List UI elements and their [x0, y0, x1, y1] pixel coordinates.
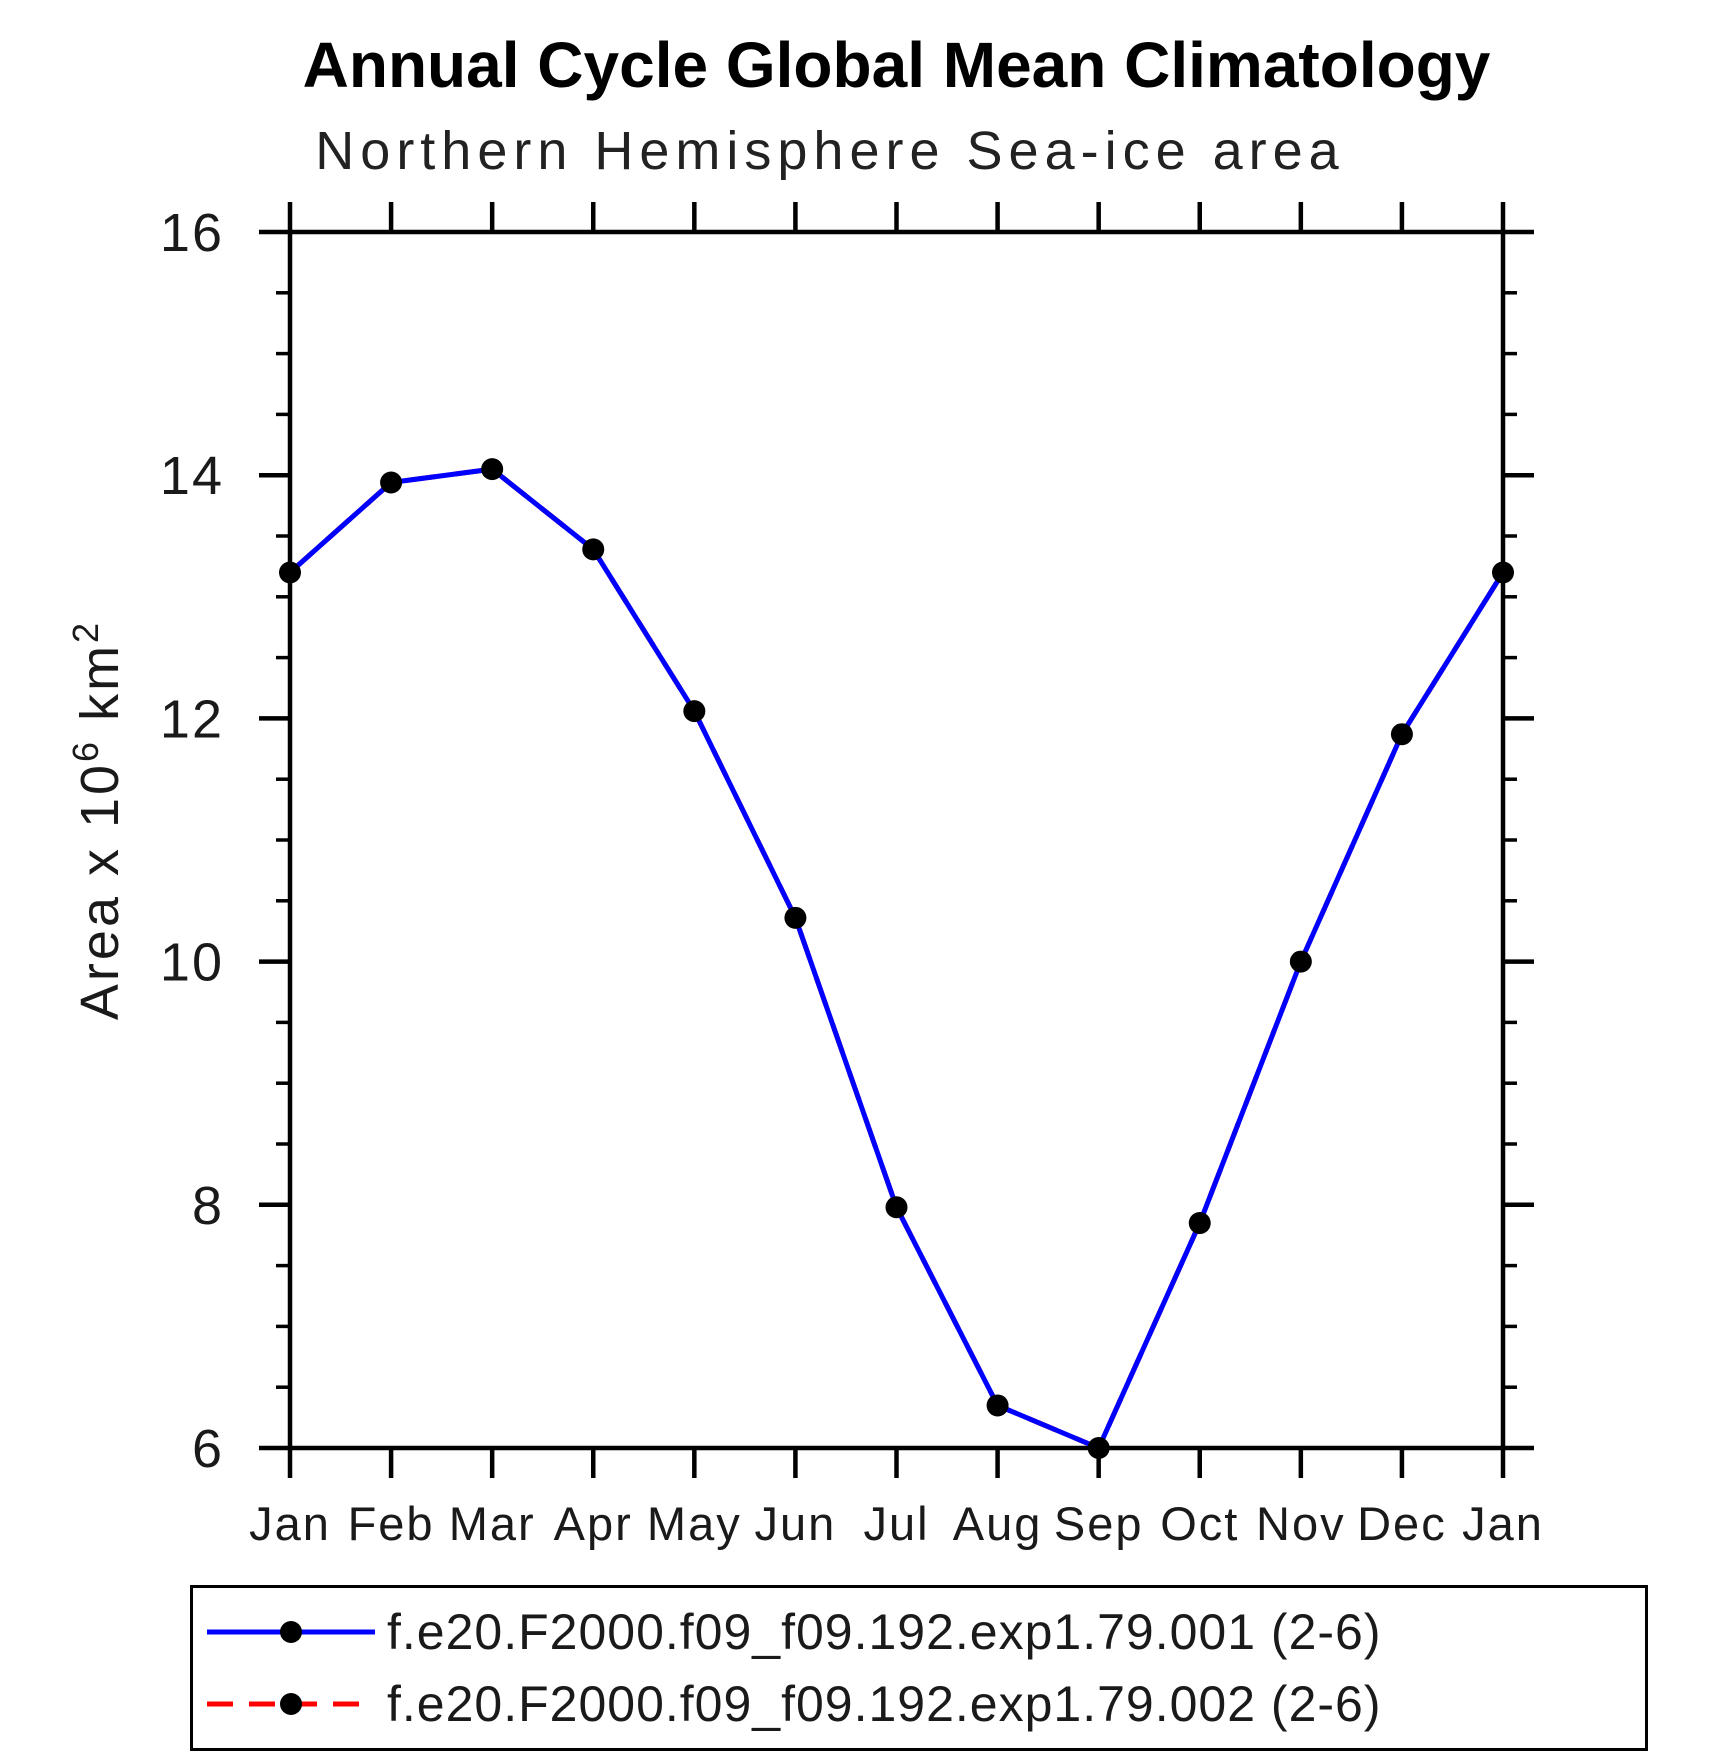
x-axis-tick-label: Apr [554, 1497, 633, 1550]
y-axis-tick-label: 16 [160, 203, 224, 263]
y-axis-tick-label: 8 [192, 1176, 224, 1236]
legend-item-series-2: f.e20.F2000.f09_f09.192.exp1.79.002 (2-6… [193, 1676, 1645, 1732]
x-axis-tick-label: Jun [755, 1497, 837, 1550]
x-axis-tick-label: Mar [449, 1497, 536, 1550]
data-line-series-1 [288, 466, 1506, 1451]
legend-item-series-1: f.e20.F2000.f09_f09.192.exp1.79.001 (2-6… [193, 1604, 1645, 1660]
x-axis-tick-label: Nov [1256, 1497, 1346, 1550]
data-point-mar-2 [481, 458, 504, 481]
plot-frame [287, 229, 1506, 1451]
y-axis-title: Area x 106 km2 [65, 620, 130, 1020]
data-point-oct-9 [1188, 1212, 1211, 1235]
chart-subtitle: Northern Hemisphere Sea-ice area [315, 121, 1345, 181]
y-axis-tick-label: 6 [192, 1419, 224, 1479]
y-axis-tick-label: 14 [160, 446, 224, 506]
legend-sample-dashed-line-icon [207, 1693, 375, 1715]
x-axis-tick-label: Jan [249, 1497, 331, 1550]
data-line-series-2 [288, 466, 1506, 1451]
data-point-jun-5 [784, 906, 807, 929]
data-point-sep-8 [1087, 1437, 1110, 1459]
data-point-dec-11 [1390, 723, 1413, 746]
data-point-nov-10 [1289, 950, 1312, 973]
data-point-jul-6 [885, 1196, 908, 1219]
legend-label-series-2: f.e20.F2000.f09_f09.192.exp1.79.002 (2-6… [387, 1676, 1382, 1732]
data-point-aug-7 [986, 1394, 1009, 1417]
legend-sample-solid-line-icon [207, 1621, 375, 1643]
x-axis-tick-label: Dec [1357, 1497, 1447, 1550]
legend-label-series-1: f.e20.F2000.f09_f09.192.exp1.79.001 (2-6… [387, 1604, 1382, 1660]
y-axis-tick-label: 10 [160, 933, 224, 993]
x-axis-tick-label: Oct [1160, 1497, 1239, 1550]
x-axis-tick-label: Aug [953, 1497, 1043, 1550]
x-axis-tick-label: Sep [1054, 1497, 1144, 1550]
data-point-apr-3 [582, 538, 605, 561]
data-point-feb-1 [380, 471, 403, 494]
data-point-jan-0 [279, 561, 301, 584]
data-point-may-4 [683, 700, 706, 723]
legend-box: f.e20.F2000.f09_f09.192.exp1.79.001 (2-6… [190, 1585, 1648, 1751]
x-axis-tick-label: Jul [863, 1497, 929, 1550]
x-axis-tick-label: Jan [1462, 1497, 1544, 1550]
chart-title: Annual Cycle Global Mean Climatology [302, 29, 1491, 101]
x-axis-tick-label: May [647, 1497, 742, 1550]
data-point-jan-12 [1492, 561, 1514, 584]
x-axis-tick-label: Feb [348, 1497, 435, 1550]
y-axis-tick-label: 12 [160, 689, 224, 749]
